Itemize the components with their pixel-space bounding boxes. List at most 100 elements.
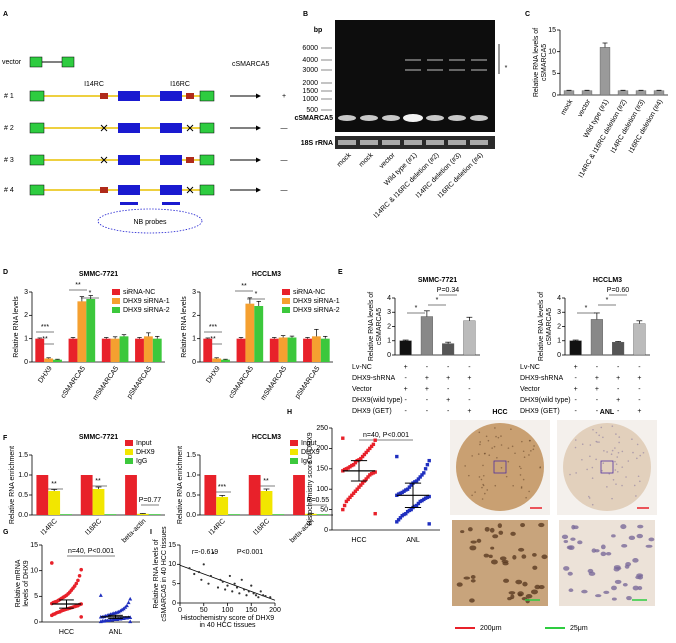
texture <box>518 465 521 468</box>
panel-label: G <box>3 529 9 536</box>
ladder-label: 1500 <box>302 88 318 95</box>
bar <box>80 475 93 515</box>
x-tick-label: beta-actin <box>121 518 148 545</box>
texture <box>494 427 496 429</box>
point <box>422 497 426 502</box>
point <box>418 475 422 479</box>
texture <box>602 436 604 439</box>
construct-label: # 3 <box>4 157 14 164</box>
point <box>50 561 54 565</box>
point <box>364 477 368 481</box>
point <box>371 442 376 447</box>
nucleus <box>538 585 545 590</box>
nucleus <box>498 530 504 535</box>
texture <box>500 444 503 446</box>
point <box>427 458 431 463</box>
point <box>407 508 412 513</box>
y-axis-label: cSMARCA5 <box>376 308 383 345</box>
annotation: n=40, P<0.001 <box>68 548 114 555</box>
result: + <box>282 93 286 100</box>
bar <box>653 90 665 96</box>
point <box>420 473 424 477</box>
star: * <box>505 65 508 72</box>
nucleus <box>469 545 477 551</box>
point <box>359 483 363 487</box>
texture <box>591 477 594 479</box>
texture <box>485 435 488 438</box>
point <box>404 511 408 516</box>
y-tick-label: 10 <box>548 49 556 56</box>
texture <box>500 466 503 469</box>
bar <box>216 497 229 515</box>
y-axis-label: Relative mRNA <box>15 559 22 607</box>
cell: - <box>404 408 407 415</box>
y-tick-label: 1.5 <box>186 452 196 459</box>
annotation: * <box>436 297 439 304</box>
y-axis-label: cSMARCA5 in 40 HCC tissues <box>161 526 168 622</box>
legend-swatch <box>290 440 298 446</box>
nucleus <box>600 544 606 550</box>
cell: - <box>468 386 471 393</box>
annotation: ** <box>51 481 57 488</box>
texture <box>635 495 637 497</box>
band <box>405 59 421 61</box>
texture <box>494 484 497 487</box>
x-tick-label: I16RC deletion (#4) <box>628 98 664 154</box>
x-tick-label: I16RC <box>252 518 271 537</box>
texture <box>632 451 634 454</box>
x-tick-label: 200 <box>269 607 281 614</box>
band <box>404 140 422 145</box>
point <box>409 483 413 487</box>
point <box>344 499 349 504</box>
texture <box>505 475 508 478</box>
repeat-element <box>186 157 194 163</box>
cell: + <box>574 386 578 393</box>
nucleus <box>637 524 644 529</box>
point <box>369 471 374 476</box>
nucleus <box>497 523 503 529</box>
point <box>366 448 370 453</box>
legend-label: DHX9 siRNA-2 <box>123 307 170 314</box>
cell: + <box>616 397 620 404</box>
nucleus <box>561 534 569 540</box>
bar <box>36 475 49 515</box>
y-tick-label: 5 <box>34 593 38 600</box>
texture <box>522 478 525 481</box>
texture <box>608 473 611 475</box>
cell: - <box>426 408 429 415</box>
x-tick-label: 150 <box>245 607 257 614</box>
nucleus <box>620 524 627 530</box>
cell: + <box>404 386 408 393</box>
legend-label: DHX9 siRNA-1 <box>123 298 170 305</box>
y-tick-label: 1 <box>192 336 196 343</box>
exon <box>160 123 182 133</box>
legend-label: IgG <box>136 458 147 465</box>
cell: + <box>446 375 450 382</box>
y-axis-label: Relative RNA levels of <box>538 292 545 361</box>
nucleus <box>632 585 639 591</box>
nucleus <box>605 551 612 556</box>
point <box>362 452 367 457</box>
cell: - <box>574 375 577 382</box>
cell: + <box>446 397 450 404</box>
exon <box>199 90 215 102</box>
point <box>360 454 365 459</box>
band <box>403 114 423 122</box>
exon <box>160 155 182 165</box>
construct-label: # 1 <box>4 93 14 100</box>
nucleus <box>470 575 476 579</box>
point <box>357 485 361 489</box>
point <box>350 493 354 498</box>
point <box>77 574 82 578</box>
probe-label: NB probes <box>133 219 167 226</box>
cell: - <box>638 397 641 404</box>
annotation: *** <box>209 324 217 331</box>
cell: + <box>637 408 641 415</box>
nucleus <box>621 544 628 548</box>
texture <box>481 498 484 500</box>
chart-title: SMMC-7721 <box>418 277 457 284</box>
exon <box>29 184 45 196</box>
x-tick-label: DHX9 <box>37 365 54 384</box>
x-tick-label: HCC <box>59 629 74 636</box>
